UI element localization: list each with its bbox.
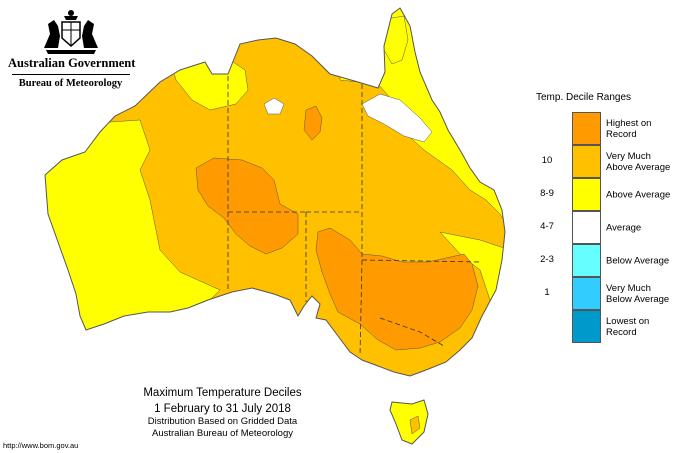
legend-item-very-much-below-average: 1 Very Much Below Average: [530, 277, 680, 310]
legend-swatch: [572, 310, 601, 343]
region-highest-north: [303, 105, 323, 141]
legend-item-below-average: 2-3 Below Average: [530, 244, 680, 277]
legend-title: Temp. Decile Ranges: [536, 92, 632, 103]
tasmania: [389, 399, 429, 445]
legend-swatch: [572, 178, 601, 211]
legend-label: Highest on Record: [606, 117, 652, 140]
state-borders: [227, 76, 483, 357]
legend-label: Very Much Above Average: [606, 150, 671, 173]
legend-code: 4-7: [540, 221, 554, 232]
legend-label: Above Average: [606, 189, 671, 200]
legend-item-very-much-above-average: 10 Very Much Above Average: [530, 145, 680, 178]
legend-code: 8-9: [540, 188, 554, 199]
legend-label: Very Much Below Average: [606, 282, 670, 305]
legend-item-highest-on-record: Highest on Record: [530, 112, 680, 145]
legend-swatch: [572, 244, 601, 277]
source-url: http://www.bom.gov.au: [3, 441, 79, 450]
caption-agency: Australian Bureau of Meteorology: [152, 428, 293, 439]
legend-swatch: [572, 145, 601, 178]
caption-title: Maximum Temperature Deciles: [143, 387, 302, 399]
region-highest-southeast: [315, 227, 479, 351]
legend-label: Lowest on Record: [606, 315, 650, 338]
legend-label: Below Average: [606, 255, 670, 266]
legend-item-lowest-on-record: Lowest on Record: [530, 310, 680, 343]
legend-item-average: 4-7 Average: [530, 211, 680, 244]
legend-swatch: [572, 211, 601, 244]
legend-label: Average: [606, 222, 642, 233]
commonwealth-coat-of-arms-icon: [43, 10, 98, 54]
legend-code: 1: [544, 287, 550, 298]
caption-period: 1 February to 31 July 2018: [154, 403, 291, 415]
government-logo: Australian Government Bureau of Meteorol…: [8, 8, 136, 89]
government-name: Australian Government: [8, 56, 136, 70]
caption-data-source: Distribution Based on Gridded Data: [147, 416, 298, 427]
region-highest-central: [195, 157, 299, 255]
legend-code: 2-3: [540, 254, 554, 265]
legend-item-above-average: 8-9 Above Average: [530, 178, 680, 211]
region-average-topend: [263, 97, 285, 115]
logo-divider: [11, 74, 130, 75]
map-caption: Maximum Temperature Deciles 1 February t…: [100, 386, 345, 440]
legend-swatch: [572, 277, 601, 310]
legend-code: 10: [541, 155, 553, 166]
bureau-name: Bureau of Meteorology: [18, 78, 123, 89]
decile-legend: Temp. Decile Ranges Highest on Record 10 …: [530, 88, 680, 348]
legend-swatch: [572, 112, 601, 145]
region-average-qld: [361, 93, 433, 143]
